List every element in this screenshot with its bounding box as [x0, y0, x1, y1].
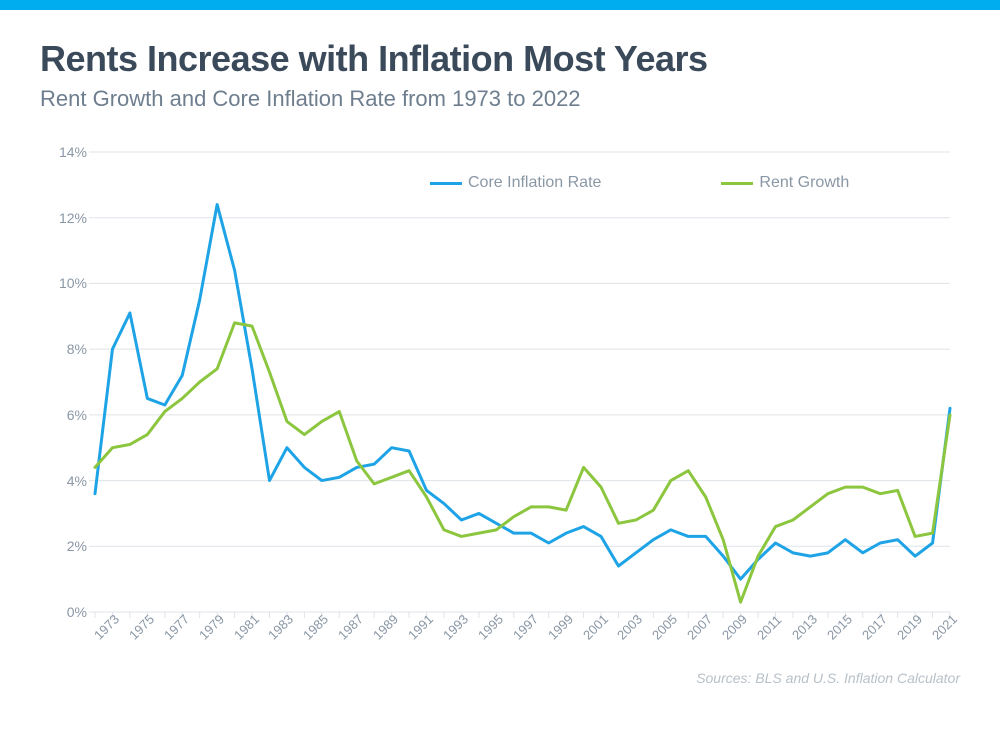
- y-axis-label: 4%: [47, 473, 87, 489]
- y-axis-label: 12%: [47, 210, 87, 226]
- legend-swatch-icon: [430, 182, 462, 185]
- y-axis-label: 0%: [47, 604, 87, 620]
- legend-item: Core Inflation Rate: [430, 174, 601, 192]
- chart-plot-area: 0%2%4%6%8%10%12%14%197319751977197919811…: [40, 132, 960, 692]
- series-line: [95, 323, 950, 602]
- legend: Core Inflation Rate Rent Growth: [430, 174, 849, 192]
- chart-title: Rents Increase with Inflation Most Years: [40, 38, 960, 80]
- y-axis-label: 10%: [47, 275, 87, 291]
- y-axis-label: 14%: [47, 144, 87, 160]
- y-axis-label: 8%: [47, 341, 87, 357]
- series-line: [95, 205, 950, 580]
- y-axis-label: 2%: [47, 538, 87, 554]
- legend-label: Rent Growth: [759, 174, 849, 192]
- top-accent-bar: [0, 0, 1000, 10]
- legend-item: Rent Growth: [721, 174, 849, 192]
- legend-swatch-icon: [721, 182, 753, 185]
- chart-container: Rents Increase with Inflation Most Years…: [0, 10, 1000, 692]
- y-axis-label: 6%: [47, 407, 87, 423]
- legend-label: Core Inflation Rate: [468, 174, 601, 192]
- chart-subtitle: Rent Growth and Core Inflation Rate from…: [40, 86, 960, 112]
- chart-svg: [40, 132, 960, 622]
- source-citation: Sources: BLS and U.S. Inflation Calculat…: [696, 670, 960, 686]
